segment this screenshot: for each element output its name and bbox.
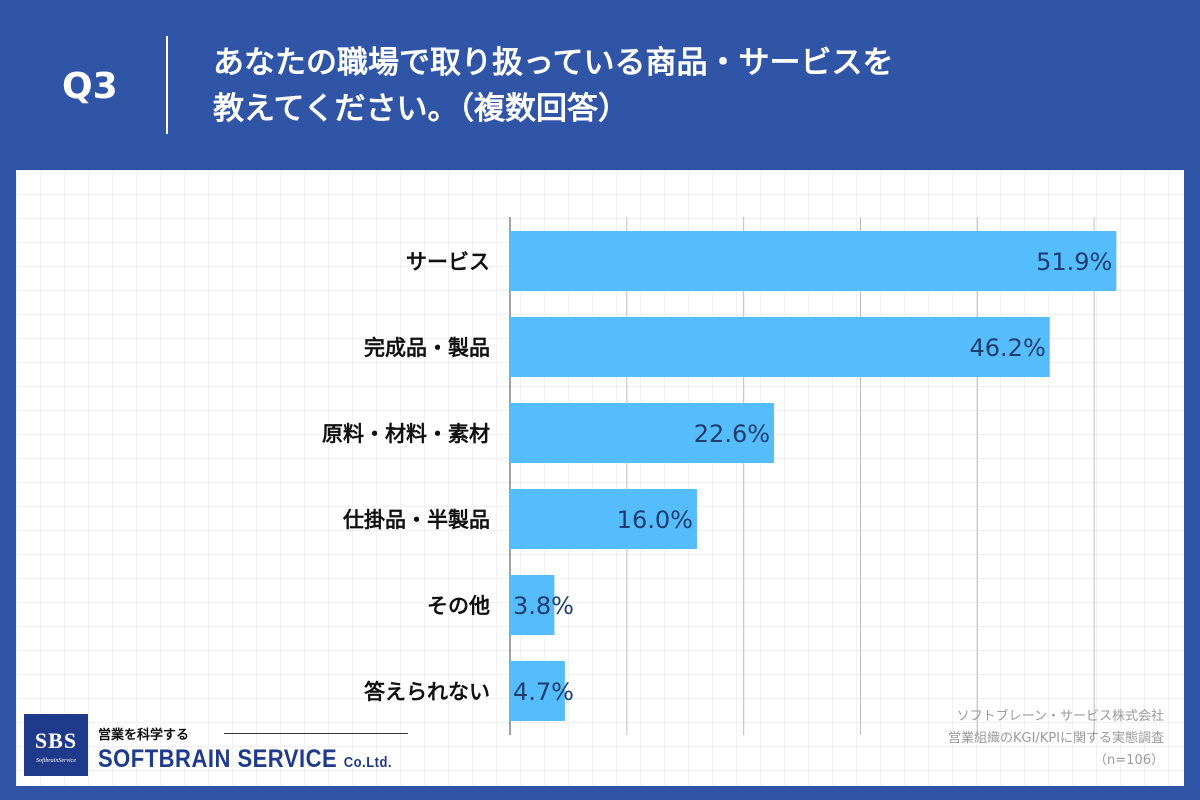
logo-abbr: SBS <box>34 728 78 753</box>
logo-company-name: SOFTBRAIN SERVICE <box>98 744 338 773</box>
logo-small-text: SoftbrainService <box>36 758 76 764</box>
question-title: あなたの職場で取り扱っている商品・サービスを 教えてください。（複数回答） <box>213 40 1173 132</box>
bar-1 <box>510 317 1050 377</box>
source-survey: 営業組織のKGI/KPIに関する実態調査 <box>947 731 1164 746</box>
value-label-0: 51.9% <box>1036 248 1112 276</box>
source-sample-size: （n=106） <box>1094 753 1164 768</box>
logo-company-suffix: Co.Ltd. <box>343 753 393 771</box>
logo-badge: SBS SoftbrainService <box>24 714 88 776</box>
source-company: ソフトブレーン・サービス株式会社 <box>956 709 1164 724</box>
category-label-3: 仕掛品・半製品 <box>342 508 490 532</box>
question-title-line-2: 教えてください。（複数回答） <box>213 91 630 127</box>
category-label-0: サービス <box>406 250 490 274</box>
logo-rule <box>224 733 408 734</box>
category-label-2: 原料・材料・素材 <box>322 422 490 446</box>
question-title-line-1: あなたの職場で取り扱っている商品・サービスを <box>213 45 894 81</box>
bar-chart: サービス 51.9% 完成品・製品 46.2% 原料・材料・素材 22.6% 仕掛品・半製品… <box>322 217 1117 735</box>
value-label-2: 22.6% <box>694 420 770 448</box>
source-note: ソフトブレーン・サービス株式会社 営業組織のKGI/KPIに関する実態調査 （n… <box>948 706 1164 772</box>
category-label-5: 答えられない <box>364 680 490 704</box>
bar-2 <box>510 403 775 463</box>
question-number: Q3 <box>62 66 118 107</box>
value-label-4: 3.8% <box>513 592 574 620</box>
header: Q3 あなたの職場で取り扱っている商品・サービスを 教えてください。（複数回答） <box>0 0 1200 170</box>
value-label-5: 4.7% <box>513 678 574 706</box>
header-divider <box>166 36 168 134</box>
category-label-1: 完成品・製品 <box>364 336 490 360</box>
bar-0 <box>510 231 1117 291</box>
value-label-1: 46.2% <box>970 334 1046 362</box>
logo-name: SOFTBRAIN SERVICE Co.Ltd. <box>98 744 392 774</box>
logo-tagline: 営業を科学する <box>98 728 190 743</box>
chart-panel: サービス 51.9% 完成品・製品 46.2% 原料・材料・素材 22.6% 仕掛品・半製品… <box>16 170 1184 786</box>
bar-5 <box>510 661 565 721</box>
value-label-3: 16.0% <box>617 506 693 534</box>
category-label-4: その他 <box>427 594 490 618</box>
bar-3 <box>510 489 697 549</box>
company-logo: SBS SoftbrainService 営業を科学する SOFTBRAIN S… <box>24 714 408 776</box>
bar-4 <box>510 575 555 635</box>
